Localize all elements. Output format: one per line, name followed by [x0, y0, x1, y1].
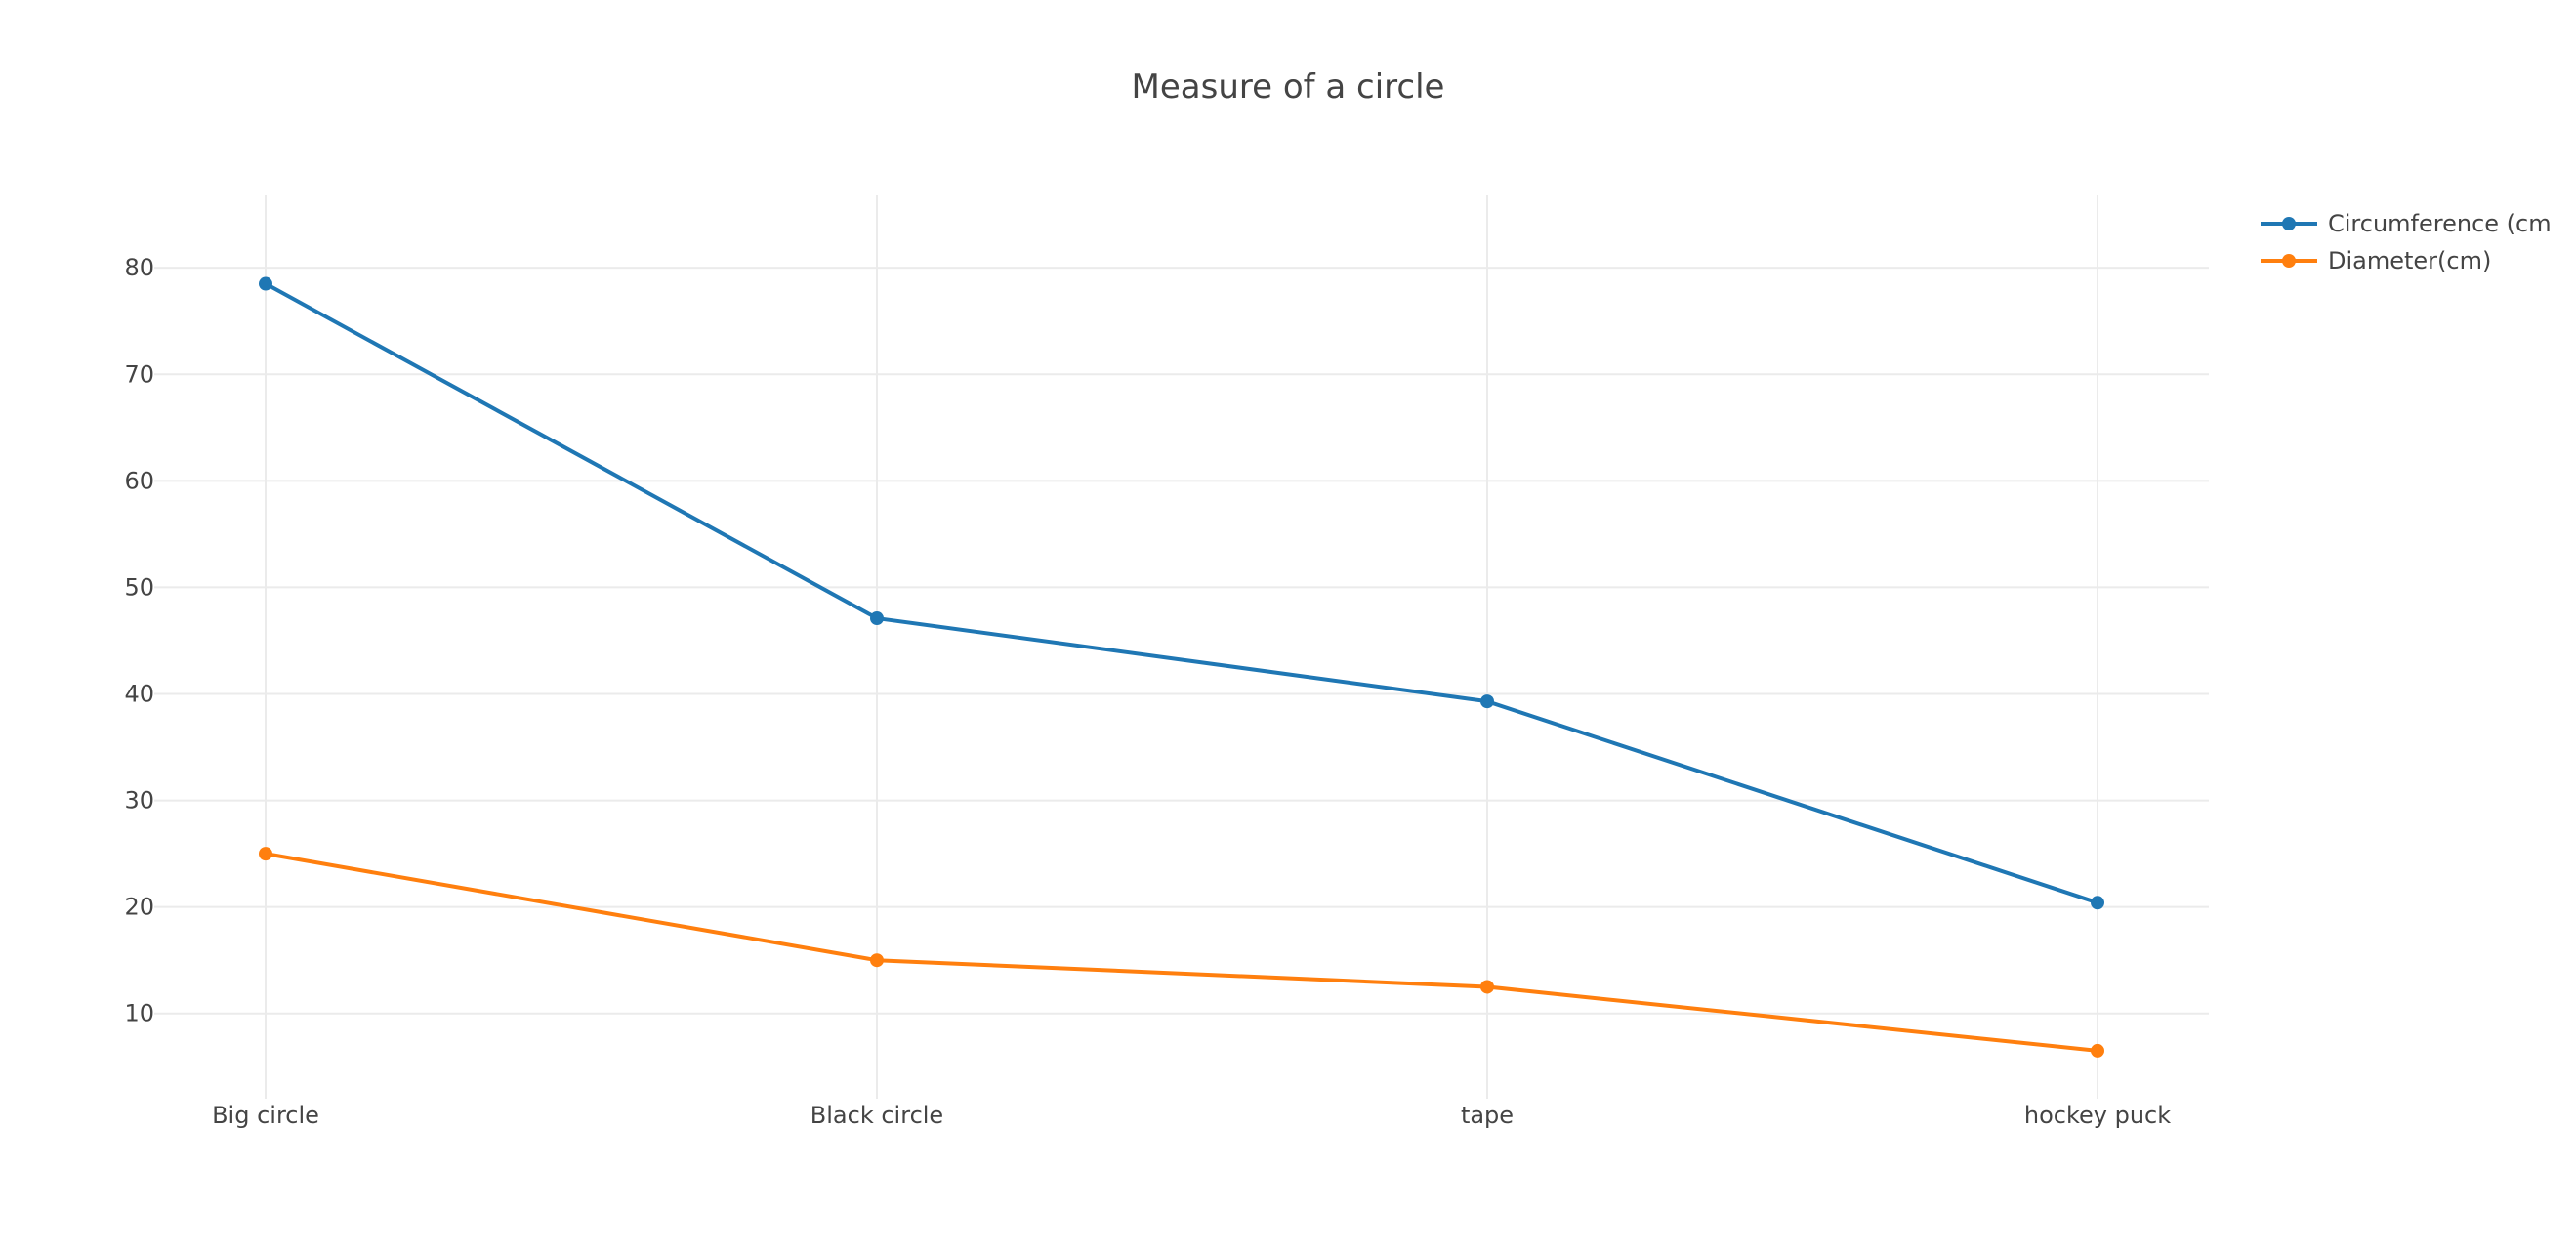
data-point[interactable]: [1480, 980, 1494, 994]
data-point[interactable]: [2091, 1043, 2104, 1058]
y-axis-tick-labels: 10 20 30 40 50 60 70 80: [124, 254, 154, 1027]
series-line: [264, 852, 2099, 1053]
x-tick-label: Black circle: [810, 1102, 943, 1129]
y-tick-label: 80: [124, 254, 154, 281]
data-point[interactable]: [870, 611, 884, 626]
y-tick-label: 20: [124, 894, 154, 921]
y-tick-label: 60: [124, 467, 154, 494]
x-tick-label: hockey puck: [2024, 1102, 2171, 1129]
series-2: [259, 847, 2104, 1058]
x-tick-label: tape: [1461, 1102, 1514, 1129]
legend-label: Circumference (cm: [2328, 210, 2552, 237]
data-point[interactable]: [259, 847, 272, 861]
series-layer: [259, 276, 2104, 1058]
chart-title: Measure of a circle: [1132, 67, 1445, 106]
legend-item[interactable]: Circumference (cm: [2261, 210, 2552, 237]
y-tick-label: 30: [124, 787, 154, 815]
legend-marker: [2282, 217, 2296, 230]
series-line: [264, 281, 2099, 905]
y-tick-label: 50: [124, 573, 154, 601]
legend-marker: [2282, 254, 2296, 268]
y-tick-label: 10: [124, 1000, 154, 1027]
series-1: [259, 276, 2104, 910]
data-point[interactable]: [870, 953, 884, 968]
y-tick-label: 70: [124, 360, 154, 388]
x-tick-label: Big circle: [212, 1102, 319, 1129]
x-axis-tick-labels: Big circle Black circle tape hockey puck: [212, 1102, 2171, 1129]
vertical-gridlines: [265, 195, 2098, 1099]
data-point[interactable]: [2091, 896, 2104, 910]
y-tick-label: 40: [124, 680, 154, 707]
data-point[interactable]: [1480, 694, 1494, 709]
legend-label: Diameter(cm): [2328, 247, 2491, 274]
data-point[interactable]: [259, 276, 272, 291]
legend-item[interactable]: Diameter(cm): [2261, 247, 2491, 274]
legend[interactable]: Circumference (cm Diameter(cm): [2261, 210, 2552, 274]
horizontal-gridlines: [154, 267, 2209, 1015]
